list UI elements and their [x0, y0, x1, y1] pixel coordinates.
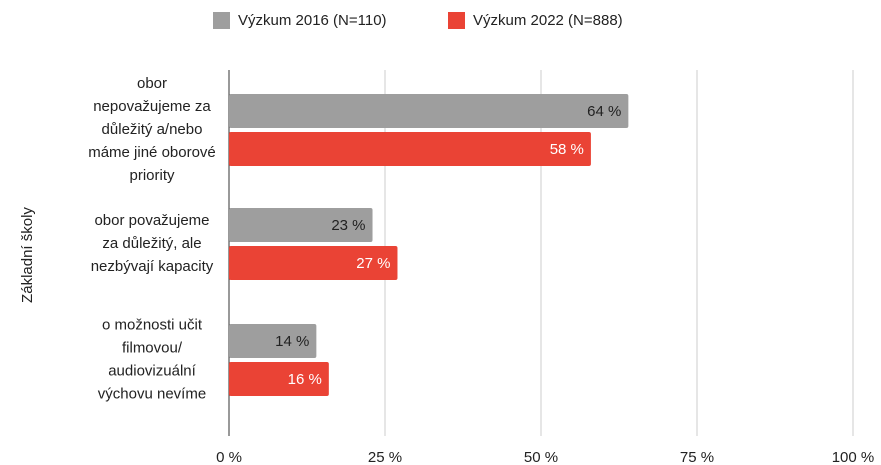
category-label: obor nepovažujeme za důležitý a/nebo máme j… [88, 75, 216, 184]
y-axis-label: Základní školy [19, 207, 36, 303]
bar [229, 246, 398, 280]
category-label: obor považujeme za důležitý, ale nezbývají… [91, 212, 214, 275]
legend-label: Výzkum 2016 (N=110) [238, 12, 387, 29]
data-label: 27 % [356, 255, 390, 272]
bar [229, 94, 629, 128]
category-label: o možnosti učit filmovou/audiovizuální výc… [98, 316, 206, 402]
legend-swatch [448, 12, 465, 29]
bar [229, 324, 317, 358]
x-tick-label: 75 % [680, 449, 714, 465]
data-label: 64 % [587, 103, 621, 120]
bar [229, 208, 373, 242]
bar [229, 362, 329, 396]
x-tick-label: 50 % [524, 449, 558, 465]
x-tick-label: 25 % [368, 449, 402, 465]
data-label: 23 % [331, 217, 365, 234]
legend-label: Výzkum 2022 (N=888) [473, 12, 623, 29]
x-tick-label: 0 % [216, 449, 242, 465]
x-tick-label: 100 % [832, 449, 875, 465]
data-label: 58 % [550, 141, 584, 158]
legend-swatch [213, 12, 230, 29]
data-label: 16 % [288, 371, 322, 388]
bar [229, 132, 591, 166]
data-label: 14 % [275, 333, 309, 350]
